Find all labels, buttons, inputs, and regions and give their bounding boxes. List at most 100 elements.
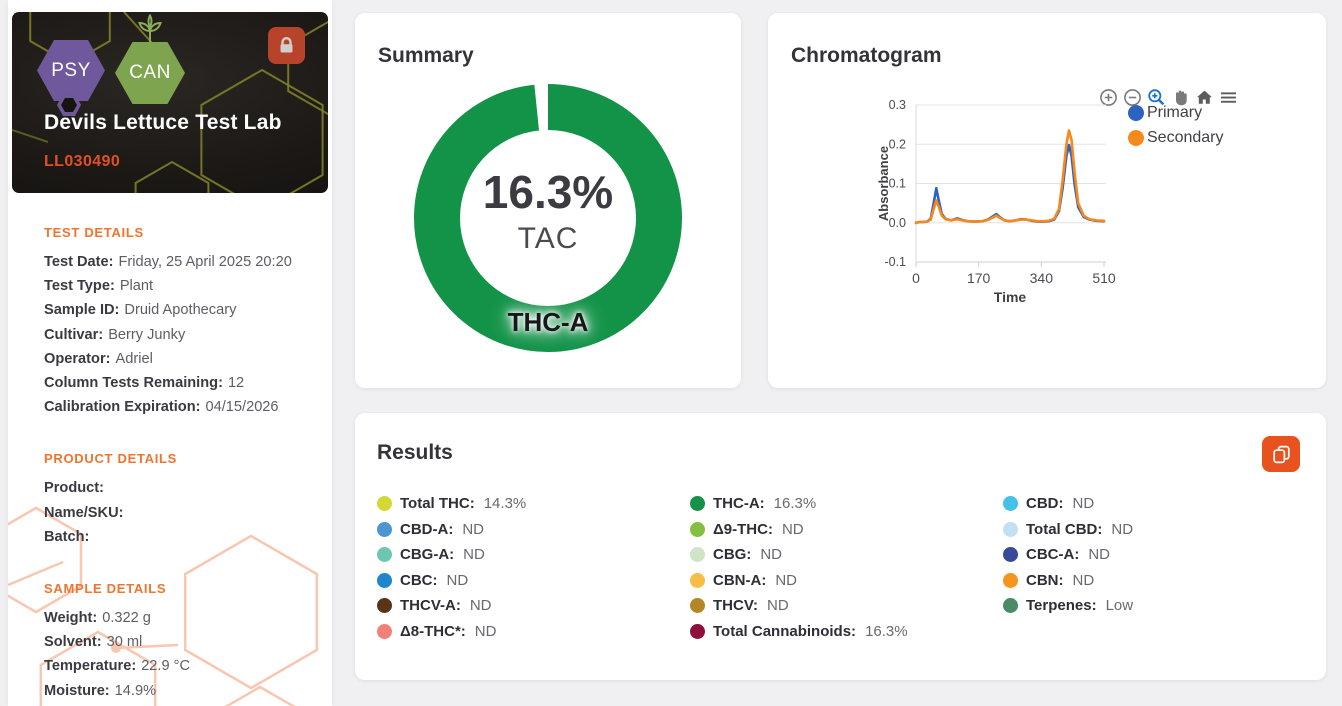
- svg-text:510: 510: [1092, 270, 1116, 286]
- result-item: CBD: ND: [1003, 491, 1316, 517]
- result-color-dot: [1003, 521, 1018, 537]
- detail-row: Test Type: Plant: [44, 274, 320, 298]
- detail-row: Sample ID: Druid Apothecary: [44, 298, 320, 322]
- donut-center: 16.3% TAC: [403, 165, 693, 256]
- sidebar: PSY CAN Devils Lettuce Test Lab LL030490…: [8, 0, 332, 706]
- result-item: Δ9-THC: ND: [690, 517, 1003, 543]
- plot-modebar: [1098, 87, 1239, 108]
- svg-text:0.3: 0.3: [889, 98, 906, 112]
- hexagon-decoration-light: [8, 506, 319, 706]
- result-color-dot: [377, 623, 392, 639]
- result-item: THCV: ND: [690, 593, 1003, 619]
- detail-row: Moisture: 14.9%: [44, 679, 320, 703]
- result-item: Δ8-THC*: ND: [377, 619, 690, 645]
- detail-row: Name/SKU:: [44, 501, 320, 525]
- result-item: CBD-A: ND: [377, 517, 690, 543]
- result-value: ND: [767, 597, 789, 615]
- result-value: ND: [760, 546, 782, 564]
- result-color-dot: [690, 521, 705, 537]
- detail-value: 30 ml: [106, 634, 143, 651]
- sprout-icon: [138, 14, 162, 44]
- result-label: CBD-A:: [400, 520, 454, 538]
- result-color-dot: [377, 598, 392, 614]
- zoom-in-icon: [1100, 89, 1117, 106]
- copy-button[interactable]: [1262, 436, 1300, 472]
- result-label: THCV-A:: [400, 597, 461, 615]
- home-icon: [1197, 90, 1212, 104]
- sidebar-sections: TEST DETAILS Test Date: Friday, 25 April 2…: [8, 193, 332, 703]
- tac-percent: 16.3%: [482, 166, 614, 218]
- result-item: CBC-A: ND: [1003, 542, 1316, 568]
- result-value: ND: [781, 520, 804, 538]
- detail-label: Cultivar:: [44, 326, 104, 343]
- result-item: Total CBD: ND: [1003, 517, 1316, 543]
- detail-value: 22.9 °C: [141, 658, 191, 675]
- result-item: CBN-A: ND: [690, 568, 1003, 594]
- result-item: THC-A: 16.3%: [690, 491, 1003, 517]
- result-color-dot: [1003, 572, 1018, 588]
- result-value: ND: [469, 597, 492, 615]
- chromatogram-plot[interactable]: -0.1 0.0 0.1 0.2 0.3 0 170 340 510 Time Absorbance: [768, 13, 1326, 388]
- result-label: CBN-A:: [713, 571, 767, 589]
- detail-row: Weight: 0.322 g: [44, 606, 320, 630]
- detail-label: Sample ID:: [44, 302, 120, 319]
- result-label: THC-A:: [713, 495, 765, 513]
- result-label: CBN:: [1026, 571, 1064, 589]
- home-button[interactable]: [1194, 87, 1215, 108]
- results-grid: Total THC: 14.3% CBD-A: ND CBG-A: ND CBC: ND THC…: [377, 491, 1316, 644]
- result-color-dot: [690, 547, 705, 563]
- copy-icon: [1272, 445, 1290, 463]
- result-color-dot: [1003, 547, 1018, 563]
- psy-logo-label: PSY: [51, 59, 91, 81]
- result-value: 16.3%: [865, 622, 908, 640]
- lab-header-card: PSY CAN Devils Lettuce Test Lab LL030490: [12, 12, 328, 193]
- detail-label: Test Type:: [44, 278, 115, 295]
- menu-button[interactable]: [1218, 87, 1239, 108]
- detail-label: Moisture:: [44, 682, 110, 699]
- result-value: ND: [1072, 571, 1095, 589]
- detail-value: 0.322 g: [102, 610, 151, 627]
- results-column: Total THC: 14.3% CBD-A: ND CBG-A: ND CBC: ND THC…: [377, 491, 690, 644]
- result-label: Total CBD:: [1026, 520, 1103, 538]
- result-value: ND: [1111, 520, 1134, 538]
- result-item: Total THC: 14.3%: [377, 491, 690, 517]
- detail-value: Adriel: [115, 350, 153, 367]
- section-title: PRODUCT DETAILS: [44, 451, 178, 467]
- result-item: CBC: ND: [377, 568, 690, 594]
- detail-value: Friday, 25 April 2025 20:20: [118, 254, 292, 270]
- result-value: 16.3%: [773, 495, 817, 513]
- legend-item-primary[interactable]: Primary: [1128, 100, 1224, 125]
- detail-label: Weight:: [44, 610, 98, 627]
- legend-item-secondary[interactable]: Secondary: [1128, 125, 1224, 150]
- chromatogram-title: Chromatogram: [791, 44, 942, 67]
- detail-row: Cultivar: Berry Junky: [44, 323, 320, 347]
- result-label: Total THC:: [400, 495, 475, 513]
- result-item: CBN: ND: [1003, 568, 1316, 594]
- plot-legend: Primary Secondary: [1128, 100, 1224, 150]
- result-item: THCV-A: ND: [377, 593, 690, 619]
- result-label: CBD:: [1026, 495, 1064, 513]
- svg-text:Time: Time: [994, 289, 1027, 305]
- result-item: Total Cannabinoids: 16.3%: [690, 619, 1003, 645]
- svg-text:-0.1: -0.1: [884, 255, 906, 269]
- detail-row: Product:: [44, 476, 320, 500]
- lab-code: LL030490: [44, 153, 121, 170]
- result-color-dot: [377, 496, 392, 512]
- result-item: CBG-A: ND: [377, 542, 690, 568]
- tac-donut-chart: [414, 84, 682, 352]
- result-label: CBG:: [713, 546, 752, 564]
- result-value: ND: [446, 571, 469, 589]
- legend-label: Primary: [1147, 103, 1203, 121]
- result-value: ND: [462, 520, 484, 538]
- result-item: Terpenes: Low: [1003, 593, 1316, 619]
- detail-row: Solvent: 30 ml: [44, 630, 320, 654]
- detail-row: Column Tests Remaining: 12: [44, 371, 320, 395]
- zoom-in-button[interactable]: [1098, 87, 1119, 108]
- result-color-dot: [690, 598, 705, 614]
- box-zoom-button[interactable]: [1146, 87, 1167, 108]
- result-color-dot: [377, 547, 392, 563]
- pan-button[interactable]: [1170, 87, 1191, 108]
- detail-label: Name/SKU:: [44, 504, 124, 521]
- detail-label: Solvent:: [44, 634, 102, 651]
- lock-button[interactable]: [268, 27, 305, 64]
